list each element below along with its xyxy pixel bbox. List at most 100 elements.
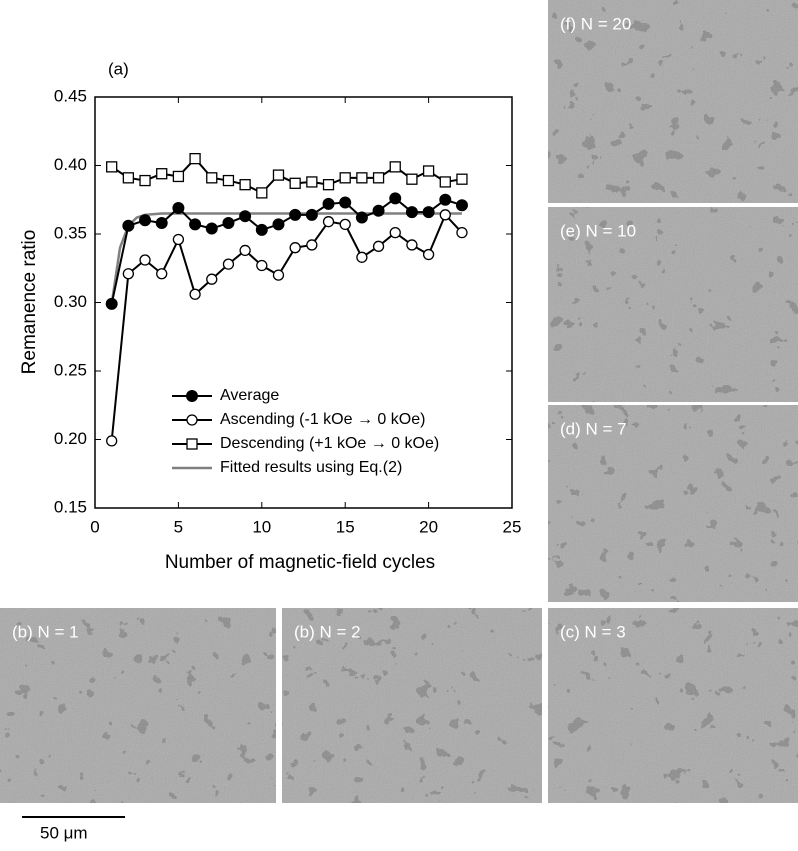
x-tick-label: 5 (174, 517, 183, 536)
marker (406, 239, 418, 251)
micrograph: (e) N = 10 (548, 207, 798, 402)
marker (356, 172, 368, 184)
marker (289, 208, 302, 221)
marker (206, 172, 218, 184)
micrograph: (f) N = 20 (548, 0, 798, 203)
marker (322, 179, 335, 191)
x-tick-label: 0 (90, 517, 99, 536)
marker (122, 172, 135, 184)
series-line (110, 197, 463, 305)
marker (456, 173, 468, 185)
series-line (110, 212, 462, 305)
image-grain (548, 207, 798, 402)
marker (189, 218, 202, 231)
y-tick-label: 0.35 (54, 223, 87, 242)
y-tick-label: 0.25 (54, 360, 87, 379)
image-label: (b) N = 2 (294, 622, 361, 641)
marker (206, 273, 218, 285)
marker (455, 199, 468, 212)
marker (322, 197, 335, 210)
marker (372, 240, 385, 252)
marker (339, 196, 352, 209)
marker (105, 297, 118, 310)
x-axis-label: Number of magnetic-field cycles (165, 552, 435, 573)
marker (122, 219, 135, 232)
legend-marker (186, 414, 198, 426)
marker (405, 206, 418, 219)
marker (389, 226, 401, 239)
series-line (111, 157, 463, 195)
legend-marker (186, 438, 198, 450)
marker (239, 210, 252, 223)
marker (456, 226, 468, 239)
x-tick-label: 20 (419, 517, 438, 536)
marker (222, 258, 235, 270)
marker (372, 204, 385, 217)
marker (256, 187, 268, 199)
marker (439, 193, 452, 206)
marker (389, 161, 401, 173)
image-grain (548, 405, 798, 602)
marker (306, 176, 318, 188)
marker (122, 268, 135, 280)
marker (272, 218, 285, 231)
marker (156, 268, 168, 280)
image-label: (d) N = 7 (560, 419, 627, 438)
marker (356, 251, 368, 263)
x-tick-label: 15 (336, 517, 355, 536)
image-label: (f) N = 20 (560, 14, 631, 33)
legend-label: Descending (+1 kOe → 0 kOe) (220, 435, 439, 452)
marker (355, 211, 368, 224)
marker (156, 168, 168, 180)
micrograph: (b) N = 1 (0, 608, 276, 803)
marker (339, 172, 351, 184)
legend-label: Fitted results using Eq.(2) (220, 459, 402, 476)
marker (256, 259, 268, 272)
marker (422, 206, 435, 219)
y-axis-label: Remanence ratio (19, 230, 40, 375)
marker (189, 288, 201, 300)
y-tick-label: 0.15 (54, 497, 87, 516)
marker (372, 172, 385, 184)
image-grain (548, 0, 798, 203)
micrographs: (f) N = 20 (e) N = 10 (d) N = 7 (b) N = 1 (b… (0, 0, 798, 803)
marker (106, 161, 118, 173)
marker (422, 165, 435, 177)
marker (239, 244, 251, 257)
marker (306, 239, 318, 251)
marker (172, 233, 185, 246)
y-tick-label: 0.45 (54, 86, 87, 105)
micrograph: (b) N = 2 (282, 608, 542, 803)
legend-label: Ascending (-1 kOe → 0 kOe) (220, 411, 425, 428)
marker (172, 201, 185, 214)
marker (389, 192, 402, 205)
marker (139, 254, 151, 266)
image-label: (c) N = 3 (560, 622, 626, 641)
marker (189, 152, 201, 165)
marker (155, 217, 168, 230)
marker (255, 223, 268, 236)
marker (272, 269, 285, 281)
x-tick-label: 10 (252, 517, 271, 536)
marker (422, 248, 435, 261)
panel-label: (a) (108, 59, 129, 78)
y-tick-label: 0.30 (54, 292, 87, 311)
marker (289, 242, 301, 254)
marker (139, 214, 152, 227)
legend-marker (186, 390, 198, 402)
x-tick-label: 25 (503, 517, 522, 536)
marker (439, 209, 451, 221)
marker (339, 218, 351, 231)
marker (439, 176, 451, 188)
image-grain (548, 608, 798, 803)
image-grain (0, 608, 276, 803)
y-tick-label: 0.20 (54, 429, 87, 448)
marker (272, 169, 285, 181)
image-label: (e) N = 10 (560, 221, 636, 240)
marker (406, 173, 418, 185)
legend-label: Average (220, 387, 279, 404)
marker (305, 208, 318, 221)
micrograph: (d) N = 7 (548, 405, 798, 602)
